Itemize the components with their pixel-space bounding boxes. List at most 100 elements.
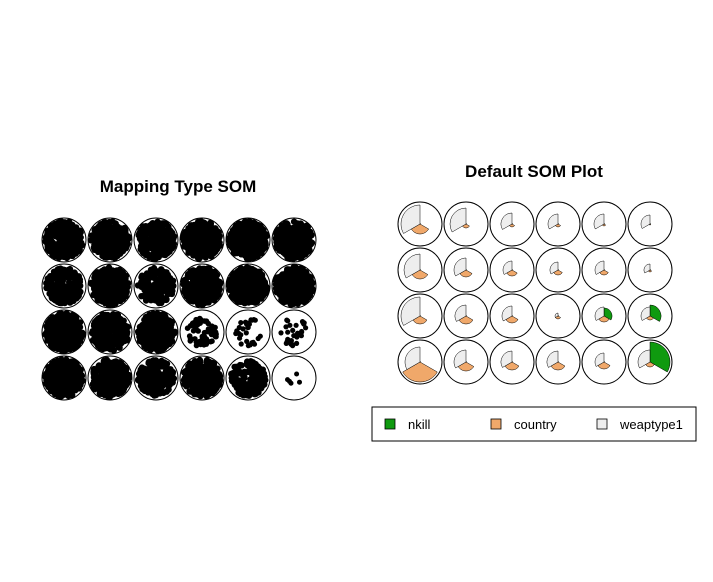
mapping-point (75, 244, 83, 251)
mapping-point (210, 369, 217, 376)
mapping-point (117, 246, 124, 253)
mapping-point (234, 298, 241, 305)
mapping-cell (179, 217, 225, 263)
mapping-point (69, 231, 77, 238)
mapping-point (55, 314, 62, 321)
mapping-point (252, 296, 259, 303)
mapping-point (298, 253, 305, 261)
mapping-point (118, 388, 125, 395)
mapping-point (239, 242, 246, 249)
mapping-point (278, 330, 284, 336)
mapping-point (285, 318, 291, 324)
mapping-point (198, 318, 204, 324)
mapping-point (202, 277, 209, 284)
mapping-point (62, 387, 70, 394)
mapping-point (198, 219, 206, 226)
mapping-point (148, 283, 155, 290)
mapping-point (186, 248, 194, 255)
mapping-point (70, 359, 78, 366)
mapping-point (45, 227, 52, 235)
mapping-point (57, 265, 64, 272)
mapping-point (55, 219, 62, 226)
mapping-point (202, 283, 210, 290)
mapping-point (92, 382, 100, 389)
mapping-point (161, 295, 168, 302)
mapping-point (290, 327, 296, 333)
mapping-point (249, 231, 256, 238)
mapping-point (213, 384, 220, 392)
mapping-point (48, 384, 55, 391)
mapping-point (118, 228, 126, 235)
mapping-point (71, 250, 79, 257)
mapping-point (55, 284, 62, 292)
mapping-point (307, 279, 315, 286)
mapping-point (65, 297, 72, 304)
mapping-point (156, 249, 163, 256)
mapping-point (196, 268, 203, 276)
mapping-point (124, 240, 131, 247)
mapping-point (238, 282, 245, 289)
mapping-point (141, 292, 148, 299)
mapping-point (288, 338, 294, 344)
mapping-point (52, 339, 59, 346)
mapping-point (110, 312, 118, 319)
mapping-point (284, 233, 291, 241)
mapping-point (67, 321, 75, 328)
mapping-point (165, 323, 172, 330)
mapping-point (196, 338, 203, 345)
mapping-point (240, 326, 246, 332)
mapping-point (54, 252, 62, 260)
mapping-point (181, 288, 188, 295)
mapping-point (49, 314, 56, 321)
mapping-point (140, 328, 147, 335)
mapping-point (245, 250, 252, 258)
mapping-point (308, 239, 315, 247)
mapping-point (184, 274, 191, 281)
mapping-point (262, 231, 269, 239)
mapping-point (74, 373, 82, 381)
mapping-cell (87, 355, 133, 401)
mapping-point (165, 282, 172, 290)
mapping-point (104, 376, 112, 383)
mapping-point (249, 317, 255, 323)
mapping-point (61, 367, 69, 374)
mapping-point (100, 276, 108, 283)
mapping-point (111, 325, 118, 332)
mapping-point (135, 376, 142, 383)
mapping-point (112, 358, 120, 365)
mapping-point (258, 366, 265, 374)
mapping-point (272, 281, 280, 288)
mapping-point (187, 335, 194, 342)
mapping-point (279, 224, 286, 231)
mapping-point (239, 233, 246, 241)
mapping-point (253, 285, 261, 292)
mapping-point (285, 329, 291, 335)
mapping-point (156, 290, 163, 297)
mapping-point (226, 241, 234, 249)
mapping-point (92, 241, 99, 248)
mapping-point (287, 247, 295, 254)
mapping-point (149, 232, 157, 239)
mapping-point (94, 248, 102, 256)
mapping-point (98, 295, 105, 303)
mapping-point (244, 338, 250, 344)
mapping-point (53, 231, 60, 238)
mapping-point (111, 299, 118, 306)
mapping-cell (225, 263, 271, 309)
mapping-point (188, 382, 195, 389)
mapping-point (211, 281, 218, 288)
mapping-point (101, 368, 109, 375)
mapping-point (42, 380, 50, 387)
mapping-point (101, 238, 109, 245)
mapping-point (231, 247, 238, 254)
mapping-point (64, 248, 71, 255)
mapping-point (280, 298, 288, 306)
mapping-point (106, 247, 113, 254)
mapping-point (61, 357, 69, 364)
mapping-point (47, 283, 54, 291)
mapping-point (139, 385, 146, 393)
mapping-point (106, 237, 114, 244)
mapping-point (290, 299, 298, 306)
mapping-point (228, 277, 235, 285)
mapping-point (69, 311, 76, 319)
